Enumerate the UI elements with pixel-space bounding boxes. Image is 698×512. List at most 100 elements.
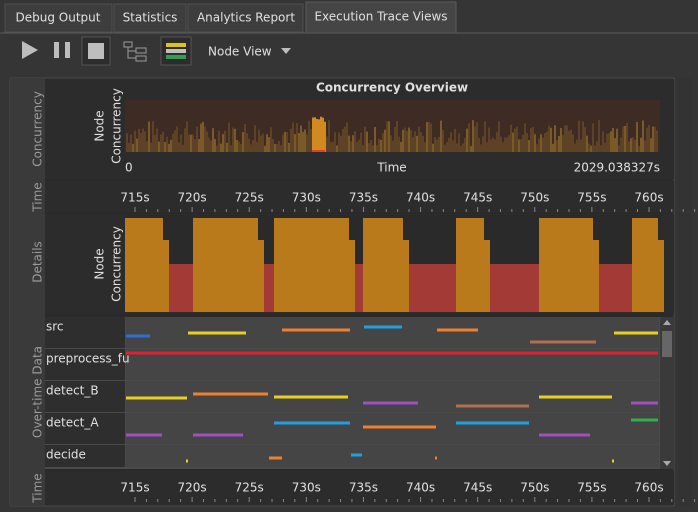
overview-bar	[136, 139, 138, 152]
details-block	[539, 218, 593, 312]
tab-label[interactable]: Debug Output	[16, 11, 101, 25]
overview-bar	[540, 134, 542, 152]
overview-bar	[298, 133, 300, 152]
time-tick-label: 750s	[520, 191, 549, 205]
pause-button-bar	[65, 42, 70, 58]
overview-bar	[566, 125, 568, 152]
overview-bar	[290, 129, 292, 152]
overview-bar	[308, 121, 310, 152]
overview-bar	[392, 141, 394, 152]
overview-bar	[564, 125, 566, 152]
overview-bar	[592, 123, 594, 152]
time-tick-label: 730s	[292, 481, 321, 495]
overview-bar	[554, 125, 556, 152]
overview-bar	[642, 120, 644, 152]
overview-bar	[416, 136, 418, 152]
overview-bar	[504, 137, 506, 152]
view-selector[interactable]: Node View	[208, 45, 272, 59]
overview-bar	[386, 121, 388, 152]
overview-bar	[126, 133, 128, 152]
overview-bar	[494, 139, 496, 152]
overview-bar	[332, 142, 334, 152]
overview-bar	[158, 142, 160, 152]
scroll-thumb[interactable]	[662, 331, 672, 357]
overview-bar	[194, 139, 196, 152]
outer-scrollbar[interactable]	[678, 78, 692, 506]
overview-bar	[496, 132, 498, 152]
overview-bar	[302, 132, 304, 152]
details-step	[345, 240, 355, 312]
overview-bar	[300, 126, 302, 152]
overview-bar	[478, 138, 480, 152]
overview-bar	[278, 141, 280, 152]
time-tick-label: 745s	[463, 191, 492, 205]
overview-bar	[196, 127, 198, 152]
overview-bar	[608, 133, 610, 152]
overview-bar	[558, 136, 560, 152]
overview-bar	[292, 122, 294, 152]
overview-bar	[542, 138, 544, 152]
overview-bar	[428, 122, 430, 152]
overview-bar	[368, 143, 370, 152]
overview-bar	[180, 134, 182, 152]
overview-bar	[372, 145, 374, 152]
overview-bar	[396, 121, 398, 152]
overview-bar	[594, 146, 596, 152]
overview-bar	[258, 130, 260, 152]
row-label: src	[46, 320, 64, 334]
overview-bar	[128, 143, 130, 152]
overview-bar	[628, 141, 630, 152]
overview-bar	[162, 132, 164, 152]
overview-bar	[408, 128, 410, 152]
overview-bar	[462, 143, 464, 152]
overview-bar	[382, 133, 384, 152]
overview-bar	[598, 120, 600, 152]
overview-bar	[238, 142, 240, 152]
pause-button[interactable]	[54, 42, 59, 58]
tab-label[interactable]: Statistics	[123, 11, 178, 25]
overview-bar	[188, 135, 190, 152]
overview-bar	[266, 134, 268, 152]
overview-bar	[132, 144, 134, 152]
tab-label[interactable]: Execution Trace Views	[314, 10, 447, 24]
details-block	[363, 218, 403, 312]
overview-bar	[530, 128, 532, 152]
time-tick-label: 720s	[178, 481, 207, 495]
overview-bar	[186, 121, 188, 152]
overview-bar	[482, 136, 484, 152]
overview-bar	[354, 131, 356, 152]
overview-bar	[212, 128, 214, 152]
overview-bar	[512, 133, 514, 152]
overview-bar	[208, 138, 210, 152]
tab-label[interactable]: Analytics Report	[197, 11, 295, 25]
time-tick-label: 760s	[634, 481, 663, 495]
overview-bar	[280, 145, 282, 152]
overview-bar	[600, 145, 602, 152]
overview-bar	[154, 135, 156, 152]
time-tick-label: 730s	[292, 191, 321, 205]
row-label: detect_A	[46, 416, 99, 430]
overview-bar	[144, 131, 146, 152]
overview-bar	[618, 146, 620, 152]
overview-bar	[318, 119, 320, 152]
overview-bar	[172, 134, 174, 152]
overview-bar	[146, 141, 148, 152]
overview-bar	[508, 135, 510, 152]
details-y-label: Node	[93, 248, 107, 279]
icon-stripe	[166, 55, 186, 59]
overview-bar	[226, 143, 228, 152]
overview-bar	[426, 122, 428, 152]
overview-bar	[294, 134, 296, 152]
time-tick-label: 750s	[520, 481, 549, 495]
icon-stripe	[166, 49, 186, 53]
overview-bar	[460, 146, 462, 152]
overview-bar	[502, 142, 504, 152]
overview-bar	[198, 139, 200, 152]
overview-bar	[584, 127, 586, 152]
overview-bar	[590, 146, 592, 152]
overview-bar	[410, 130, 412, 152]
overview-bar	[370, 140, 372, 152]
overview-bar	[330, 142, 332, 152]
time-tick-label: 735s	[349, 481, 378, 495]
overview-bar	[384, 130, 386, 152]
